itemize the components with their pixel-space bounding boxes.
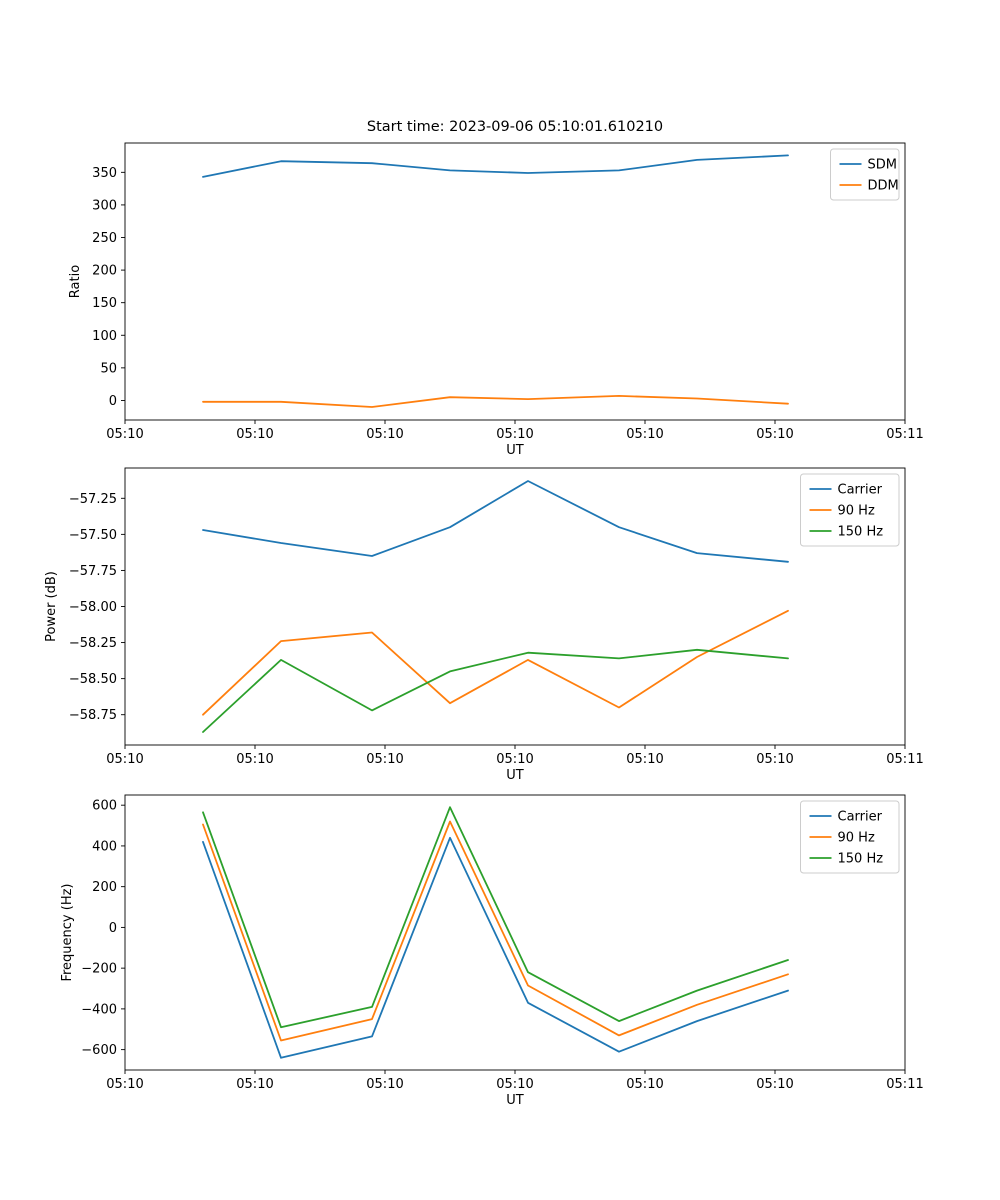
- y-tick-label: 400: [92, 839, 117, 854]
- x-tick-label: 05:10: [366, 1077, 403, 1092]
- x-tick-label: 05:11: [886, 427, 923, 442]
- power-chart: 05:10 05:10 05:10 05:10 05:10 05:10 05:11 −58.7…: [0, 462, 1000, 788]
- y-axis-label: Ratio: [68, 265, 83, 298]
- y-tick-label: 200: [92, 880, 117, 895]
- legend-label: Carrier: [838, 810, 883, 825]
- series-line-sdm: [202, 154, 789, 178]
- x-axis-label: UT: [506, 1093, 524, 1108]
- y-tick-label: −600: [81, 1043, 117, 1058]
- y-tick-label: 0: [109, 394, 117, 409]
- legend-label: 90 Hz: [838, 504, 875, 519]
- chart-title: Start time: 2023-09-06 05:10:01.610210: [367, 119, 663, 135]
- y-tick-label: −57.75: [69, 564, 117, 579]
- plot-frame: [124, 142, 906, 421]
- y-tick-label: −58.75: [69, 708, 117, 723]
- x-tick-label: 05:10: [106, 752, 143, 767]
- legend-label: Carrier: [838, 483, 883, 498]
- legend-label: 90 Hz: [838, 831, 875, 846]
- y-tick-label: 50: [100, 361, 117, 376]
- y-tick-label: −400: [81, 1002, 117, 1017]
- y-tick-label: −58.00: [69, 600, 117, 615]
- y-tick-label: 600: [92, 799, 117, 814]
- x-tick-label: 05:10: [496, 752, 533, 767]
- legend-box: [800, 800, 900, 874]
- y-tick-label: −57.25: [69, 492, 117, 507]
- y-tick-label: 200: [92, 264, 117, 279]
- x-tick-label: 05:10: [496, 427, 533, 442]
- y-tick-label: −58.25: [69, 636, 117, 651]
- y-axis-label: Frequency (Hz): [60, 883, 75, 981]
- x-tick-label: 05:10: [756, 427, 793, 442]
- series-line-carrier: [202, 836, 789, 1059]
- x-tick-label: 05:10: [756, 1077, 793, 1092]
- y-tick-label: 100: [92, 329, 117, 344]
- x-tick-label: 05:10: [626, 1077, 663, 1092]
- series-line-carrier: [202, 480, 789, 563]
- x-axis-label: UT: [506, 768, 524, 783]
- series-line-90-hz: [202, 609, 789, 716]
- y-tick-label: −57.50: [69, 528, 117, 543]
- x-axis-label: UT: [506, 443, 524, 458]
- x-tick-label: 05:11: [886, 1077, 923, 1092]
- legend-label: 150 Hz: [838, 852, 884, 867]
- x-tick-label: 05:10: [366, 752, 403, 767]
- x-tick-label: 05:10: [496, 1077, 533, 1092]
- x-tick-label: 05:10: [756, 752, 793, 767]
- series-line-ddm: [202, 394, 789, 408]
- y-tick-label: 0: [109, 921, 117, 936]
- x-tick-label: 05:10: [106, 1077, 143, 1092]
- series-line-150-hz: [202, 806, 789, 1029]
- frequency-chart-svg: 05:10 05:10 05:10 05:10 05:10 05:10 05:11 −600 −…: [60, 794, 924, 1108]
- y-tick-label: 150: [92, 296, 117, 311]
- ratio-chart: 05:10 05:10 05:10 05:10 05:10 05:10 05:11 0 50 10…: [0, 110, 1000, 462]
- y-tick-label: 350: [92, 166, 117, 181]
- x-tick-label: 05:11: [886, 752, 923, 767]
- x-tick-label: 05:10: [236, 1077, 273, 1092]
- x-tick-label: 05:10: [626, 427, 663, 442]
- ratio-chart-svg: 05:10 05:10 05:10 05:10 05:10 05:10 05:11 0 50 10…: [68, 119, 924, 458]
- x-tick-label: 05:10: [626, 752, 663, 767]
- y-tick-label: 300: [92, 198, 117, 213]
- y-tick-label: −200: [81, 962, 117, 977]
- legend-box: [800, 473, 900, 547]
- legend-label: 150 Hz: [838, 525, 884, 540]
- series-line-150-hz: [202, 648, 789, 733]
- y-axis-label: Power (dB): [44, 571, 59, 642]
- x-tick-label: 05:10: [366, 427, 403, 442]
- legend-label: DDM: [868, 179, 899, 194]
- x-tick-label: 05:10: [106, 427, 143, 442]
- series-line-90-hz: [202, 820, 789, 1042]
- x-tick-label: 05:10: [236, 427, 273, 442]
- frequency-chart: 05:10 05:10 05:10 05:10 05:10 05:10 05:11 −600 −…: [0, 788, 1000, 1140]
- y-tick-label: 250: [92, 231, 117, 246]
- x-tick-label: 05:10: [236, 752, 273, 767]
- plot-frame: [124, 467, 906, 746]
- y-tick-label: −58.50: [69, 672, 117, 687]
- legend-label: SDM: [868, 158, 897, 173]
- power-chart-svg: 05:10 05:10 05:10 05:10 05:10 05:10 05:11 −58.7…: [44, 467, 924, 783]
- legend-box: [830, 148, 900, 201]
